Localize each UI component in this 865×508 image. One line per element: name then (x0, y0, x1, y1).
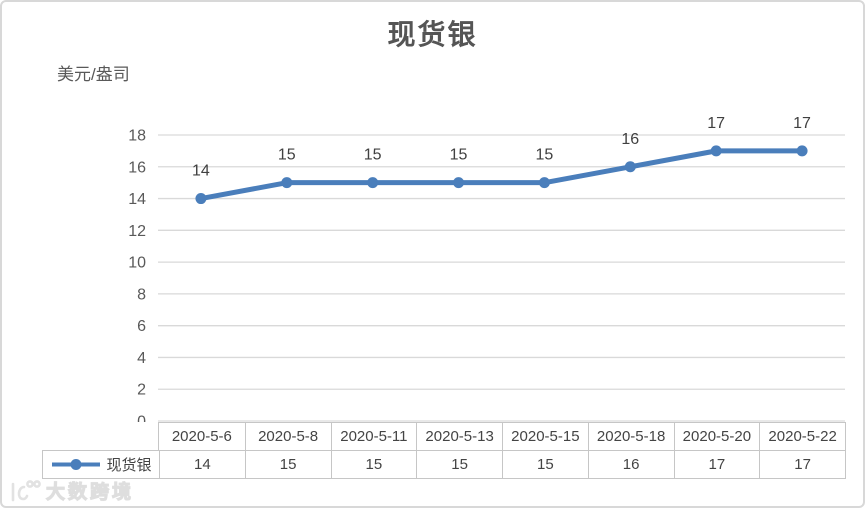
value-cell: 15 (502, 451, 588, 478)
y-tick-label: 16 (128, 159, 146, 176)
y-tick-label: 18 (128, 128, 146, 145)
data-label: 17 (793, 115, 811, 132)
data-point-marker (796, 145, 808, 157)
value-cell: 16 (587, 451, 674, 478)
data-label: 15 (278, 147, 296, 164)
date-header-cell: 2020-5-22 (759, 423, 845, 450)
date-header-cell: 2020-5-11 (330, 423, 417, 450)
value-cell: 15 (330, 451, 417, 478)
data-point-marker (281, 177, 293, 189)
series-marker-icon (52, 459, 101, 470)
date-header-cell: 2020-5-13 (416, 423, 502, 450)
series-name: 现货银 (106, 457, 152, 474)
data-point-marker (367, 177, 379, 189)
data-label: 15 (364, 147, 382, 164)
y-tick-label: 0 (137, 414, 146, 423)
y-tick-label: 2 (137, 382, 146, 399)
value-cell: 15 (416, 451, 502, 478)
date-header-cell: 2020-5-20 (673, 423, 760, 450)
y-tick-label: 8 (137, 286, 146, 303)
data-point-marker (453, 177, 465, 189)
y-tick-label: 12 (128, 223, 146, 240)
line-plot: 0 2 4 6 8 10 12 14 16 18 14 15 15 15 15 16 17 17 (128, 115, 845, 423)
value-cell: 15 (244, 451, 331, 478)
y-tick-label: 6 (137, 318, 146, 335)
y-axis-unit-label: 美元/盎司 (57, 65, 130, 84)
data-label: 15 (536, 147, 554, 164)
date-header-cell: 2020-5-6 (171, 428, 232, 445)
brand-logo-icon (11, 479, 41, 501)
data-point-marker (710, 145, 722, 157)
value-cell: 17 (673, 451, 760, 478)
data-table-value-row: 现货银 14 15 15 15 15 16 17 17 (42, 450, 846, 479)
chart-title: 现货银 (387, 20, 478, 51)
data-label: 17 (707, 115, 725, 132)
data-label: 16 (621, 131, 639, 148)
value-cell: 17 (759, 451, 845, 478)
series-line (198, 148, 805, 202)
legend-item: 现货银 (43, 451, 159, 478)
y-tick-label: 4 (137, 350, 146, 367)
y-tick-label: 14 (128, 191, 146, 208)
watermark-text: 大数跨境 (45, 482, 135, 504)
date-header-cell: 2020-5-15 (502, 423, 588, 450)
data-point-marker (624, 161, 636, 173)
y-tick-label: 10 (128, 255, 146, 272)
date-header-cell: 2020-5-8 (244, 423, 331, 450)
data-label: 14 (192, 163, 210, 180)
data-table-header-row: 2020-5-6 2020-5-8 2020-5-11 2020-5-13 2020-5… (158, 422, 846, 451)
data-label: 15 (450, 147, 468, 164)
watermark: 大数跨境 (8, 477, 134, 504)
data-point-marker (538, 177, 550, 189)
date-header-cell: 2020-5-18 (587, 423, 674, 450)
data-point-marker (195, 193, 207, 205)
value-cell: 14 (159, 451, 245, 478)
